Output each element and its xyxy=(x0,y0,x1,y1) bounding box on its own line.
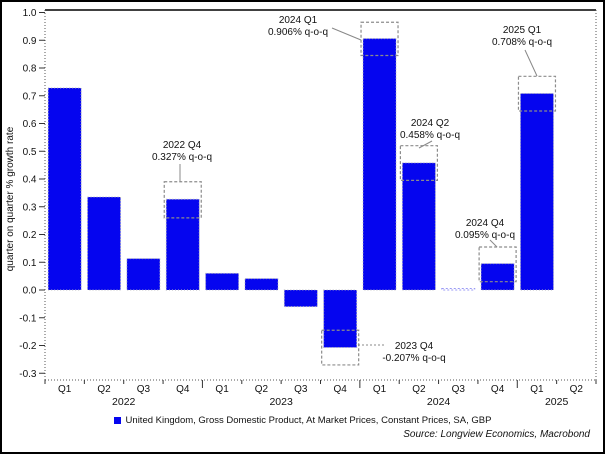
x-tick-label: Q2 xyxy=(412,384,426,395)
y-tick-label: 0.3 xyxy=(23,202,37,213)
legend-label: United Kingdom, Gross Domestic Product, … xyxy=(125,415,492,426)
x-tick-label: Q3 xyxy=(137,384,151,395)
legend: United Kingdom, Gross Domestic Product, … xyxy=(2,414,603,427)
y-tick-label: 0.7 xyxy=(23,91,37,102)
x-tick-label: Q2 xyxy=(255,384,269,395)
bar-2022 Q3 xyxy=(126,258,161,291)
annotation-leader-2024 Q1 xyxy=(331,27,362,41)
annotation-leader-2025 Q1 xyxy=(524,49,538,77)
annotation-value-2024 Q2: 0.458% q-o-q xyxy=(400,130,460,141)
source-credit: Source: Longview Economics, Macrobond xyxy=(403,429,590,440)
bar-2024 Q3 xyxy=(441,288,476,291)
x-tick-label: Q4 xyxy=(491,384,505,395)
bar-2022 Q1 xyxy=(47,87,82,291)
highlight-box-2023 Q4 xyxy=(321,329,360,366)
x-tick-label: Q2 xyxy=(97,384,111,395)
highlight-box-2024 Q4 xyxy=(478,246,517,283)
annotation-title-2024 Q2: 2024 Q2 xyxy=(411,118,450,129)
annotation-value-2022 Q4: 0.327% q-o-q xyxy=(152,152,212,163)
year-label: 2022 xyxy=(112,396,136,408)
y-tick-label: 1.0 xyxy=(23,8,37,19)
y-axis-title: quarter on quarter % growth rate xyxy=(5,126,16,271)
bar-2022 Q2 xyxy=(87,196,122,291)
year-label: 2024 xyxy=(427,396,451,408)
highlight-box-2022 Q4 xyxy=(163,181,202,219)
bar-2024 Q1 xyxy=(362,38,397,291)
y-tick-label: 0.4 xyxy=(23,175,37,186)
bar-2022 Q4 xyxy=(165,198,200,291)
highlight-box-2025 Q1 xyxy=(517,75,557,112)
x-tick-label: Q4 xyxy=(176,384,190,395)
annotation-value-2025 Q1: 0.708% q-o-q xyxy=(492,37,552,48)
y-tick-label: 0.0 xyxy=(23,286,37,297)
gdp-qoq-bar-chart: -0.3 -0.2 -0.1 0.0 0.1 0.2 0.3 0.4 0.5 0.6 0.7 0.8 0… xyxy=(5,8,597,408)
y-tick-label: -0.3 xyxy=(19,369,37,380)
y-tick-label: 0.9 xyxy=(23,36,37,47)
y-tick-label: -0.1 xyxy=(19,313,37,324)
bar-2024 Q2 xyxy=(401,162,436,291)
annotation-title-2024 Q4: 2024 Q4 xyxy=(466,218,505,229)
y-tick-label: 0.5 xyxy=(23,147,37,158)
annotation-leader-2024 Q4 xyxy=(489,239,498,248)
annotation-title-2022 Q4: 2022 Q4 xyxy=(163,140,202,151)
y-tick-label: 0.2 xyxy=(23,230,37,241)
year-label: 2023 xyxy=(269,396,293,408)
x-tick-label: Q1 xyxy=(58,384,72,395)
annotation-title-2025 Q1: 2025 Q1 xyxy=(503,25,542,36)
x-tick-label: Q1 xyxy=(373,384,387,395)
annotation-value-2024 Q4: 0.095% q-o-q xyxy=(455,230,515,241)
annotation-leader-2024 Q2 xyxy=(418,140,433,149)
x-tick-label: Q4 xyxy=(334,384,348,395)
annotation-title-2024 Q1: 2024 Q1 xyxy=(279,15,318,26)
y-tick-label: -0.2 xyxy=(19,341,37,352)
bar-2024 Q4 xyxy=(480,263,515,291)
annotation-title-2023 Q4: 2023 Q4 xyxy=(395,341,434,352)
y-tick-label: 0.6 xyxy=(23,119,37,130)
legend-swatch-icon xyxy=(113,417,121,424)
bar-2023 Q3 xyxy=(283,289,318,308)
y-tick-label: 0.1 xyxy=(23,258,37,269)
x-tick-label: Q2 xyxy=(570,384,584,395)
x-tick-label: Q3 xyxy=(452,384,466,395)
bar-2023 Q2 xyxy=(244,278,279,291)
bar-2025 Q1 xyxy=(519,93,554,291)
highlight-box-2024 Q2 xyxy=(399,145,438,181)
x-tick-label: Q3 xyxy=(294,384,308,395)
x-tick-label: Q1 xyxy=(215,384,229,395)
bar-2023 Q4 xyxy=(323,289,358,348)
x-tick-label: Q1 xyxy=(530,384,544,395)
annotation-value-2024 Q1: 0.906% q-o-q xyxy=(268,27,328,38)
year-label: 2025 xyxy=(545,396,569,408)
annotation-value-2023 Q4: -0.207% q-o-q xyxy=(382,353,445,364)
bar-2023 Q1 xyxy=(205,272,240,291)
y-tick-label: 0.8 xyxy=(23,64,37,75)
